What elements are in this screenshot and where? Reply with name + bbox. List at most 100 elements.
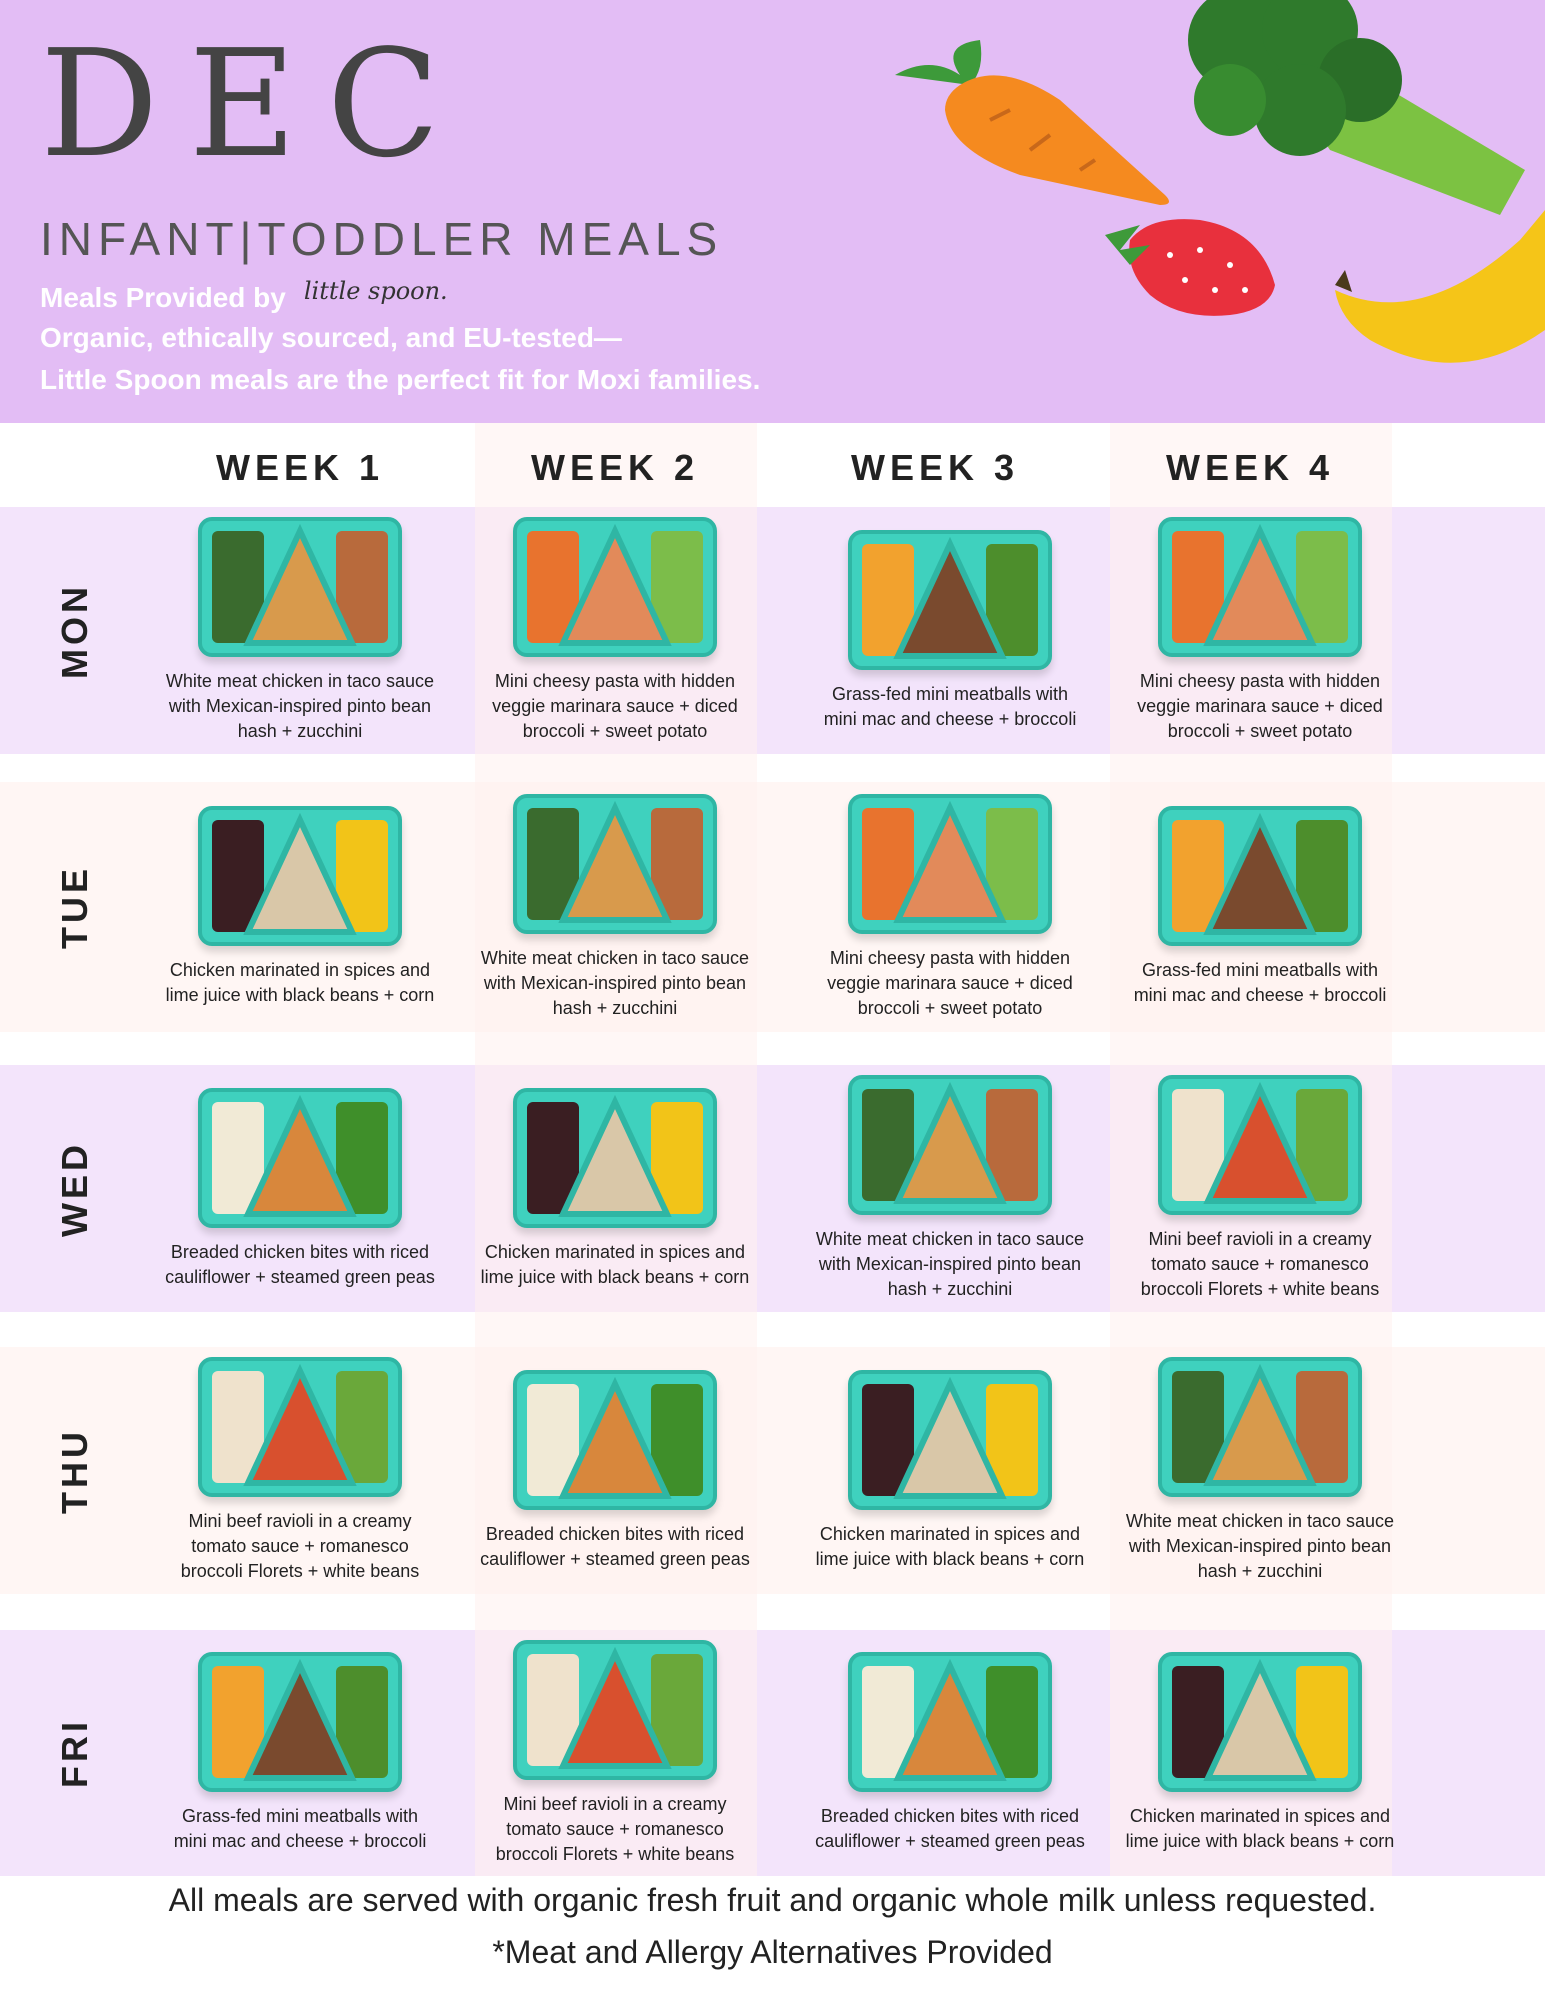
meal-description: White meat chicken in taco sauce with Me… [1125, 1511, 1395, 1581]
meal-tray-image [1158, 517, 1362, 657]
meal-tray-image [848, 529, 1052, 670]
meal-cell: Mini cheesy pasta with hidden veggie mar… [465, 515, 765, 746]
meal-tray-image [848, 1652, 1052, 1792]
day-label-thu: THU [40, 1347, 110, 1594]
meal-description: Chicken marinated in spices and lime jui… [815, 1523, 1085, 1569]
meal-tray-image [1158, 1652, 1362, 1792]
meal-cell: Mini beef ravioli in a creamy tomato sau… [150, 1355, 450, 1586]
month-title: DEC [40, 18, 470, 190]
meal-description: Grass-fed mini meatballs with mini mac a… [173, 1806, 427, 1851]
main-dish [243, 1658, 357, 1781]
main-dish [243, 523, 357, 646]
meal-tray-image [513, 1369, 717, 1510]
meal-description: Mini cheesy pasta with hidden veggie mar… [1137, 671, 1383, 741]
meal-tray-image [513, 517, 717, 657]
meal-cell: Mini beef ravioli in a creamy tomato sau… [1110, 1073, 1410, 1304]
main-dish [1203, 523, 1317, 646]
main-dish [243, 812, 357, 935]
day-label-text: FRI [54, 1718, 95, 1788]
day-label-tue: TUE [40, 782, 110, 1032]
week-header-4: WEEK 4 [1165, 447, 1335, 488]
meal-cell: Grass-fed mini meatballs with mini mac a… [150, 1638, 450, 1868]
meal-cell: Mini cheesy pasta with hidden veggie mar… [1110, 515, 1410, 746]
week-header-1: WEEK 1 [215, 447, 385, 488]
meal-tray-image [1158, 1075, 1362, 1215]
main-dish [893, 1658, 1007, 1781]
meal-description: Grass-fed mini meatballs with mini mac a… [1133, 960, 1387, 1005]
tagline-line-2: Little Spoon meals are the perfect fit f… [40, 364, 761, 395]
main-dish [243, 1363, 357, 1486]
meal-tray-image [848, 1369, 1052, 1510]
meal-tray-image [1158, 806, 1362, 946]
meal-cell: White meat chicken in taco sauce with Me… [465, 790, 765, 1024]
meal-cell: Mini cheesy pasta with hidden veggie mar… [800, 790, 1100, 1024]
meal-description: White meat chicken in taco sauce with Me… [815, 1229, 1085, 1299]
meal-description: Chicken marinated in spices and lime jui… [165, 960, 435, 1005]
day-label-text: WED [54, 1140, 95, 1237]
provided-by-line: Meals Provided by little spoon. [40, 277, 448, 314]
meal-tray-image [198, 1652, 402, 1792]
main-dish [893, 1376, 1007, 1499]
menu-subtitle: INFANT|TODDLER MEALS [40, 213, 724, 265]
footer-allergy-note: *Meat and Allergy Alternatives Provided [492, 1934, 1053, 1970]
meal-tray-image [1158, 1357, 1362, 1497]
meal-cell: Chicken marinated in spices and lime jui… [800, 1355, 1100, 1586]
day-label-fri: FRI [40, 1630, 110, 1876]
main-dish [1203, 1658, 1317, 1781]
main-dish [893, 536, 1007, 659]
meal-cell: Breaded chicken bites with riced caulifl… [465, 1355, 765, 1586]
main-dish [558, 800, 672, 923]
meal-description: Breaded chicken bites with riced caulifl… [165, 1241, 435, 1287]
meal-cell: Chicken marinated in spices and lime jui… [150, 790, 450, 1024]
main-dish [558, 1094, 672, 1217]
main-dish [558, 523, 672, 646]
tagline-line-1: Organic, ethically sourced, and EU-teste… [40, 322, 622, 353]
meal-cell: Grass-fed mini meatballs with mini mac a… [1110, 790, 1410, 1024]
main-dish [243, 1094, 357, 1217]
footer-note: All meals are served with organic fresh … [168, 1882, 1377, 1918]
banana-icon [1335, 210, 1545, 363]
day-label-text: MON [54, 582, 95, 679]
meal-cell: Breaded chicken bites with riced caulifl… [800, 1638, 1100, 1868]
strawberry-icon [1105, 219, 1275, 316]
meal-description: Mini beef ravioli in a creamy tomato sau… [495, 1793, 735, 1864]
header-banner: DEC INFANT|TODDLER MEALS Meals Provided … [0, 0, 1545, 423]
meal-description: Mini cheesy pasta with hidden veggie mar… [492, 671, 738, 741]
day-label-mon: MON [40, 507, 110, 754]
week-header-2: WEEK 2 [530, 447, 700, 488]
produce-illustration [895, 0, 1545, 363]
meal-tray-image [513, 793, 717, 934]
meal-tray-image [848, 793, 1052, 934]
meal-description: Chicken marinated in spices and lime jui… [480, 1241, 750, 1287]
meal-tray-image [848, 1075, 1052, 1215]
meal-cell: White meat chicken in taco sauce with Me… [150, 515, 450, 746]
meal-tray-image [198, 1087, 402, 1228]
provided-by-label: Meals Provided by [40, 282, 286, 313]
main-dish [1203, 812, 1317, 935]
broccoli-icon [1188, 0, 1525, 215]
main-dish [893, 1081, 1007, 1204]
meal-description: Chicken marinated in spices and lime jui… [1125, 1806, 1395, 1851]
meal-description: Breaded chicken bites with riced caulifl… [480, 1523, 750, 1569]
main-dish [1203, 1363, 1317, 1486]
meal-tray-image [513, 1639, 717, 1780]
week-header-3: WEEK 3 [850, 447, 1020, 488]
meal-cell: Breaded chicken bites with riced caulifl… [150, 1073, 450, 1304]
meal-tray-image [198, 517, 402, 657]
meal-cell: White meat chicken in taco sauce with Me… [800, 1073, 1100, 1304]
meal-cell: Mini beef ravioli in a creamy tomato sau… [465, 1638, 765, 1868]
meal-cell: Chicken marinated in spices and lime jui… [465, 1073, 765, 1304]
meal-cell: Grass-fed mini meatballs with mini mac a… [800, 515, 1100, 746]
main-dish [558, 1646, 672, 1769]
meal-description: Grass-fed mini meatballs with mini mac a… [823, 683, 1077, 729]
main-dish [1203, 1081, 1317, 1204]
meal-tray-image [198, 806, 402, 946]
meal-description: Mini beef ravioli in a creamy tomato sau… [180, 1511, 420, 1581]
meal-cell: White meat chicken in taco sauce with Me… [1110, 1355, 1410, 1586]
meal-description: White meat chicken in taco sauce with Me… [165, 671, 435, 741]
carrot-icon [895, 40, 1169, 205]
main-dish [893, 800, 1007, 923]
day-label-text: THU [54, 1427, 95, 1514]
day-label-wed: WED [40, 1065, 110, 1312]
meal-description: Mini cheesy pasta with hidden veggie mar… [827, 947, 1073, 1018]
